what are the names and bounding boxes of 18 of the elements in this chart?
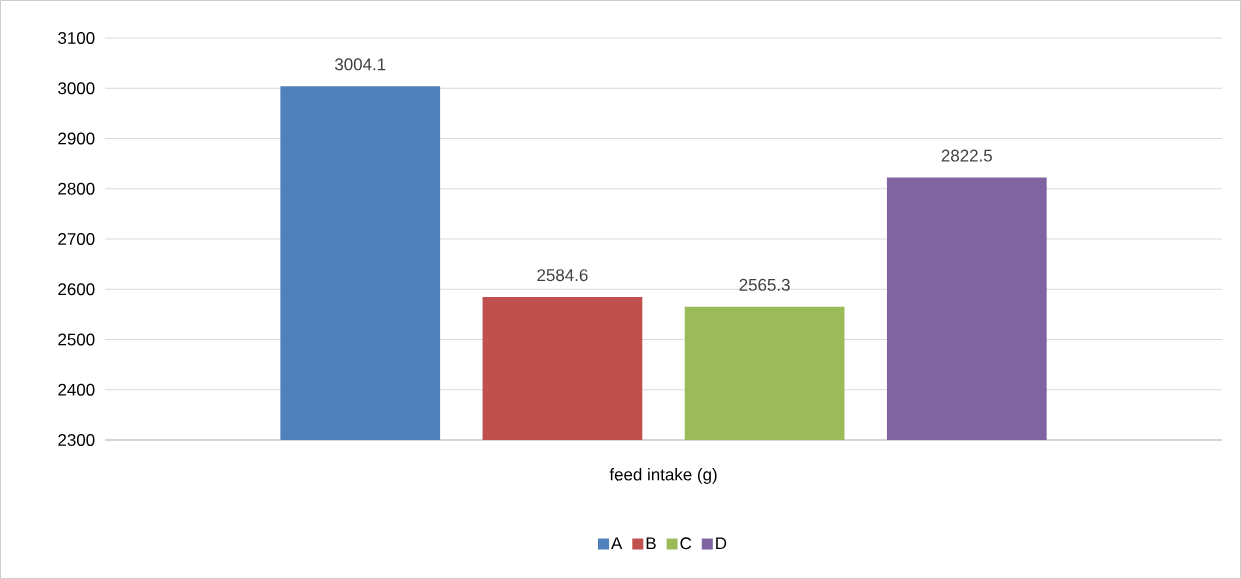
data-label: 3004.1 bbox=[334, 58, 386, 71]
data-label: 2565.3 bbox=[739, 278, 790, 291]
x-tick-label: feed intake (g) bbox=[609, 468, 717, 484]
legend-label: D bbox=[716, 537, 727, 550]
y-tick-label: 3000 bbox=[58, 82, 95, 95]
y-tick-label: 2800 bbox=[58, 182, 95, 195]
y-tick-label: 2700 bbox=[58, 233, 95, 245]
data-label: 2584.6 bbox=[537, 269, 588, 282]
data-label: 2822.5 bbox=[941, 149, 992, 162]
y-tick-label: 2500 bbox=[58, 333, 95, 346]
y-tick-label: 2400 bbox=[58, 383, 95, 396]
legend-label: C bbox=[680, 537, 692, 550]
y-tick-label: 2300 bbox=[58, 434, 95, 446]
legend-label: A bbox=[611, 537, 623, 550]
y-tick-label: 2900 bbox=[58, 132, 95, 145]
y-tick-label: 3100 bbox=[58, 32, 95, 44]
legend-label: B bbox=[646, 537, 656, 550]
y-tick-label: 2600 bbox=[58, 283, 95, 296]
